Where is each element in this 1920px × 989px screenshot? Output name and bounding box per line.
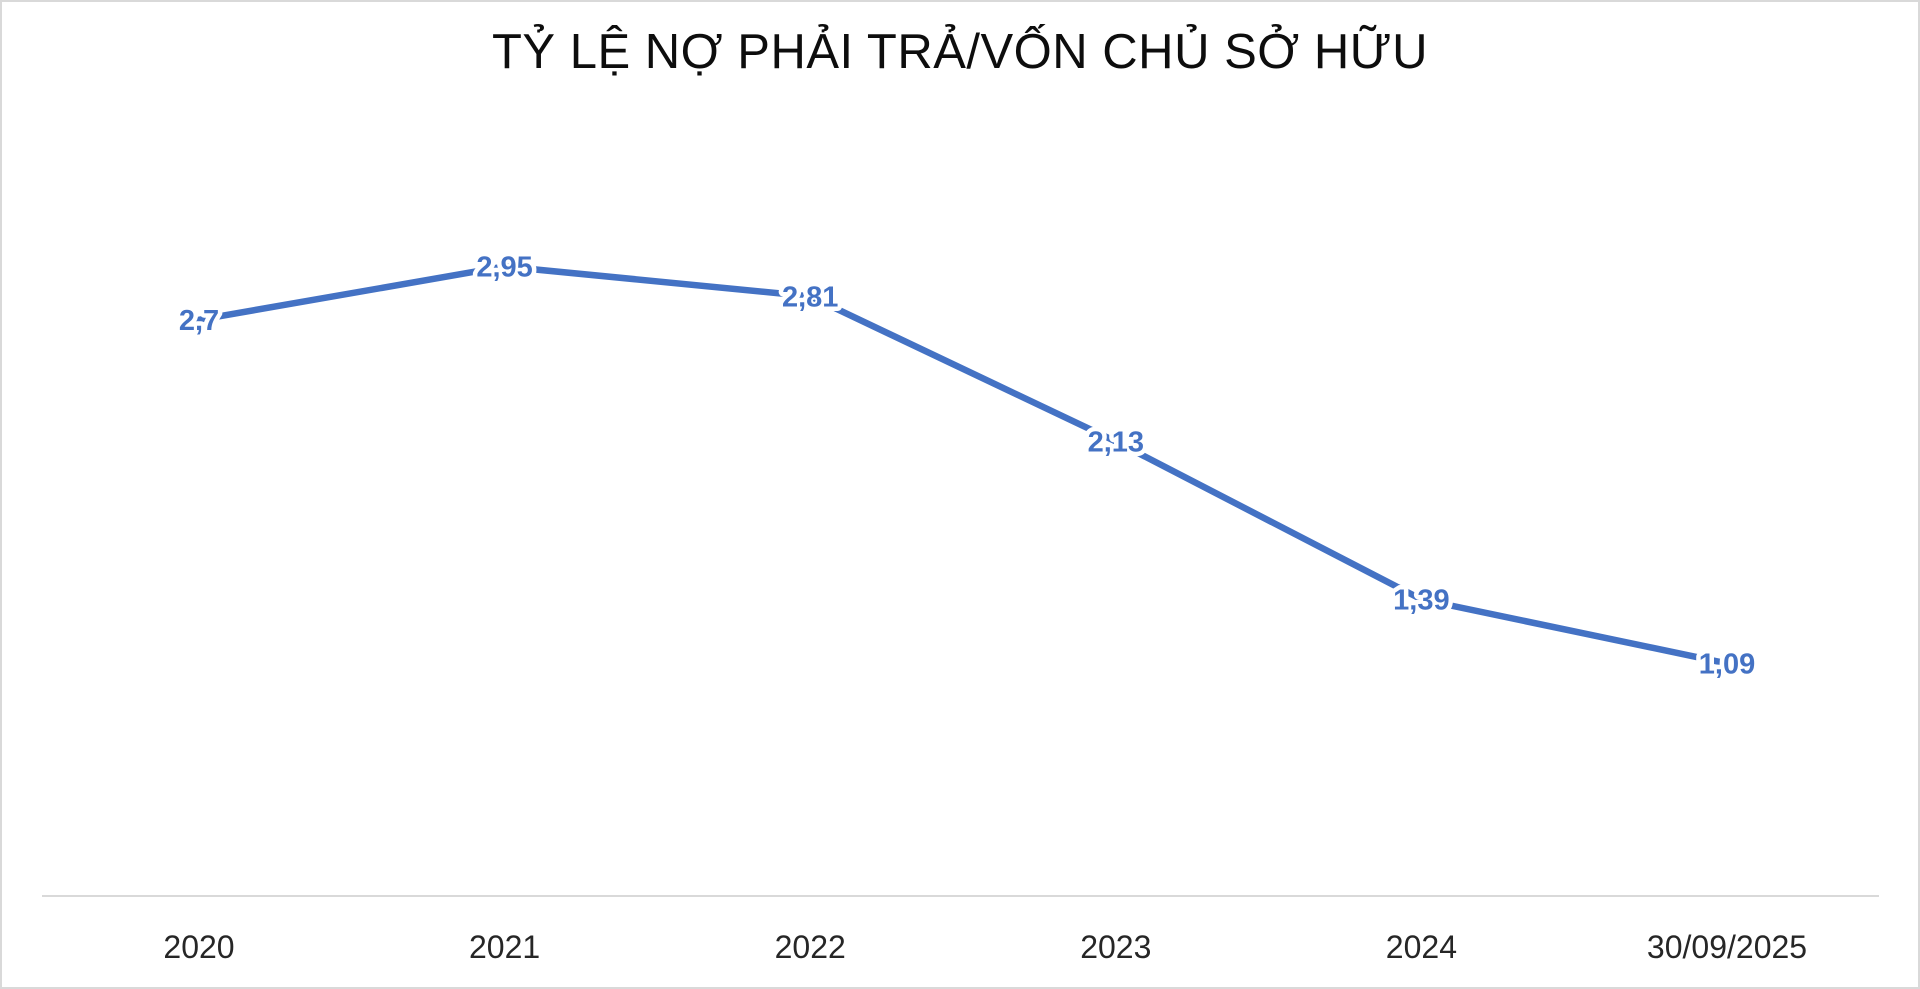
data-label: 1,09 [1699, 648, 1755, 680]
x-tick-label: 2022 [775, 929, 846, 965]
data-label: 2,7 [179, 305, 219, 337]
x-tick-label: 30/09/2025 [1647, 929, 1807, 965]
x-tick-label: 2021 [469, 929, 540, 965]
data-label: 2,95 [476, 251, 532, 283]
data-label: 2,81 [782, 281, 838, 313]
debt-to-equity-line [195, 263, 1731, 667]
chart-title: TỶ LỆ NỢ PHẢI TRẢ/VỐN CHỦ SỞ HỮU [492, 25, 1428, 79]
x-tick-label: 2020 [163, 929, 234, 965]
x-tick-label: 2024 [1386, 929, 1457, 965]
data-label: 1,39 [1393, 584, 1449, 616]
data-label: 2,13 [1088, 426, 1144, 458]
x-tick-label: 2023 [1080, 929, 1151, 965]
